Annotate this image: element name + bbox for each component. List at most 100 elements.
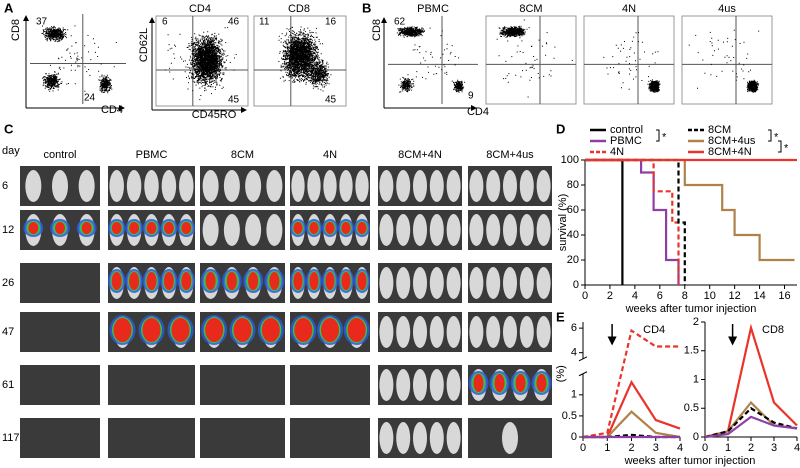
mouse bbox=[429, 316, 444, 348]
quadrant-value: 24 bbox=[84, 93, 96, 104]
mouse bbox=[413, 369, 427, 401]
signal-core bbox=[163, 222, 174, 234]
signal-core bbox=[146, 272, 157, 290]
x-tick-label: 3 bbox=[653, 442, 659, 454]
mouse bbox=[379, 170, 394, 202]
legend-label: 8CM bbox=[708, 124, 731, 136]
mouse bbox=[413, 267, 427, 299]
mouse bbox=[469, 170, 484, 202]
x-tick-label: 0 bbox=[582, 290, 588, 302]
mouse bbox=[486, 267, 501, 299]
signal-core bbox=[142, 318, 161, 342]
y-tick-label: 0.5 bbox=[684, 402, 699, 414]
mouse bbox=[323, 170, 337, 202]
mouse bbox=[109, 170, 124, 202]
mouse bbox=[519, 267, 534, 299]
row-label: 47 bbox=[2, 326, 14, 338]
cell-dots bbox=[603, 32, 659, 90]
x-axis-label: weeks after tumor injection bbox=[624, 455, 756, 467]
panel-label: A bbox=[4, 0, 14, 15]
mouse bbox=[25, 170, 42, 202]
mouse bbox=[223, 170, 240, 202]
mouse bbox=[413, 214, 427, 246]
quadrant-value: 6 bbox=[162, 17, 168, 28]
legend-label: PBMC bbox=[610, 135, 642, 147]
axis-label: CD8 bbox=[10, 19, 22, 41]
x-axis-label: weeks after tumor injection bbox=[625, 303, 757, 315]
mouse bbox=[536, 267, 551, 299]
signal-core bbox=[129, 222, 140, 234]
row-label: 117 bbox=[2, 432, 20, 444]
y-tick-label: 0 bbox=[573, 279, 579, 291]
mouse bbox=[446, 214, 461, 246]
mouse bbox=[291, 170, 305, 202]
series-line bbox=[585, 158, 624, 285]
signal-core bbox=[129, 272, 140, 290]
y-tick-label: 80 bbox=[567, 179, 579, 191]
dot-cloud bbox=[41, 25, 117, 94]
image-cell bbox=[20, 312, 100, 352]
mouse bbox=[519, 316, 534, 348]
mouse bbox=[413, 422, 427, 454]
y-tick-label: 1 bbox=[571, 389, 577, 401]
mouse bbox=[223, 214, 240, 246]
x-tick-label: 4 bbox=[677, 442, 683, 454]
y-tick-label: 40 bbox=[567, 229, 579, 241]
axis-label: CD45RO bbox=[192, 109, 237, 121]
signal-core bbox=[55, 222, 65, 234]
mouse bbox=[379, 369, 394, 401]
quadrant-value: 46 bbox=[228, 17, 240, 28]
plot-title: 4us bbox=[718, 3, 736, 15]
cell-dots bbox=[496, 19, 573, 98]
cell-dots bbox=[398, 76, 415, 93]
cell-dots bbox=[407, 26, 460, 82]
plot-title: PBMC bbox=[417, 3, 449, 15]
signal-core bbox=[341, 272, 351, 290]
column-header: 8CM bbox=[231, 149, 254, 161]
signal-core bbox=[309, 272, 319, 290]
series-line bbox=[585, 158, 680, 285]
cell-dots bbox=[498, 25, 530, 39]
signal-core bbox=[515, 374, 526, 392]
x-tick-label: 0 bbox=[580, 442, 586, 454]
signal-core bbox=[294, 318, 313, 342]
cell-dots bbox=[42, 71, 63, 92]
mouse bbox=[396, 170, 411, 202]
mouse bbox=[446, 170, 461, 202]
significance-mark: * bbox=[784, 142, 789, 154]
mouse bbox=[446, 369, 461, 401]
mouse bbox=[429, 267, 444, 299]
x-tick-label: 2 bbox=[607, 290, 613, 302]
x-tick-label: 14 bbox=[753, 290, 765, 302]
mouse bbox=[429, 214, 444, 246]
cell-dots bbox=[746, 79, 760, 93]
x-tick-label: 1 bbox=[604, 442, 610, 454]
plot-frame bbox=[155, 15, 249, 107]
row-header: day bbox=[2, 145, 20, 157]
mouse bbox=[429, 422, 444, 454]
y-tick-label: 0 bbox=[571, 431, 577, 443]
row-label: 26 bbox=[2, 277, 14, 289]
mouse bbox=[519, 214, 534, 246]
column-header: 8CM+4N bbox=[398, 149, 442, 161]
dot-cloud bbox=[164, 27, 237, 101]
signal-core bbox=[293, 272, 303, 290]
x-tick-label: 12 bbox=[729, 290, 741, 302]
mouse bbox=[379, 422, 394, 454]
cell-dots bbox=[648, 79, 661, 93]
series-line bbox=[585, 158, 795, 262]
mouse bbox=[469, 267, 484, 299]
signal-core bbox=[146, 222, 157, 234]
cell-dots bbox=[98, 74, 112, 94]
plot-title: CD4 bbox=[189, 3, 211, 15]
x-tick-label: 4 bbox=[794, 442, 800, 454]
signal-core bbox=[171, 318, 190, 342]
image-cell bbox=[108, 418, 195, 458]
image-cell bbox=[200, 418, 285, 458]
legend-label: 4N bbox=[610, 146, 624, 158]
signal-core bbox=[181, 222, 192, 234]
axis-label: CD8 bbox=[371, 19, 383, 41]
image-cell bbox=[20, 418, 100, 458]
signal-core bbox=[494, 374, 505, 392]
mouse bbox=[486, 214, 501, 246]
